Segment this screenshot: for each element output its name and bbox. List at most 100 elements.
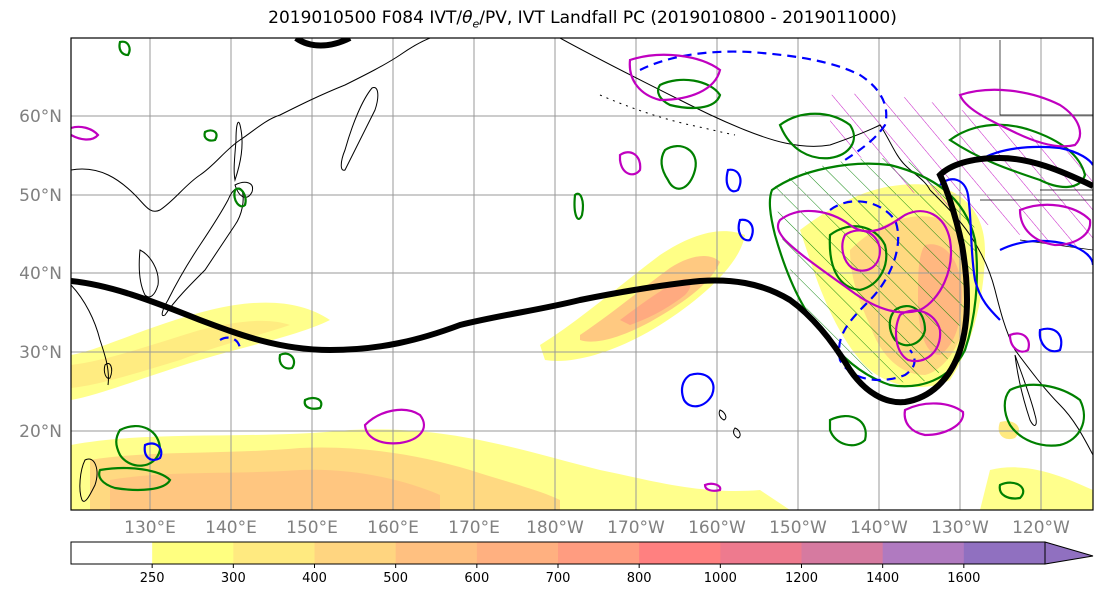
- colorbar-tick-label: 500: [383, 571, 408, 586]
- blue-solid-mid2: [737, 218, 754, 242]
- green-contour-s1: [98, 466, 172, 491]
- map-title: 2019010500 F084 IVT/θe/PV, IVT Landfall …: [268, 8, 897, 31]
- green-contour-small8: [998, 481, 1025, 500]
- latitude-labels: 60°N 50°N 40°N 30°N 20°N: [19, 107, 62, 442]
- magenta-contour-north: [628, 53, 722, 102]
- blue-solid-mid: [725, 168, 742, 193]
- colorbar-segment: [720, 542, 802, 564]
- ivt-fill-east-patch: [980, 467, 1093, 510]
- magenta-contour-se: [903, 402, 965, 437]
- blue-solid-e: [1038, 327, 1063, 353]
- lat-label-20n: 20°N: [19, 422, 62, 442]
- magenta-contour-inner: [841, 229, 882, 272]
- colorbar: 250 300 400 500 600 700 800 1000 1200 1400 1600: [70, 541, 1094, 586]
- ar-axis-black-line-top: [294, 38, 352, 49]
- colorbar-segment: [963, 542, 1046, 564]
- magenta-contour-small2: [71, 125, 100, 141]
- pv-negative-contours: [219, 50, 916, 382]
- magenta-contour-landfall: [776, 209, 953, 314]
- hatched-region-magenta: [830, 93, 1093, 250]
- colorbar-segment: [476, 542, 559, 564]
- colorbar-segment: [233, 542, 315, 564]
- colorbar-tick-label: 600: [464, 571, 489, 586]
- blue-dashed-west: [219, 336, 242, 349]
- blue-dashed-north: [639, 50, 888, 161]
- coast-hawaii: [718, 409, 741, 439]
- country-borders: [980, 40, 1093, 251]
- green-contour-small7: [828, 415, 867, 447]
- lon-label-140e: 140°E: [205, 518, 257, 538]
- coast-asia-mainland: [71, 38, 431, 212]
- coast-kamchatka: [340, 86, 379, 171]
- green-contour-mid2: [660, 144, 697, 190]
- pv-positive-contours: [143, 145, 1093, 461]
- lat-label-60n: 60°N: [19, 107, 62, 127]
- colorbar-extend-arrow: [1044, 541, 1094, 565]
- blue-solid-hawaii: [680, 372, 715, 408]
- magenta-contour-small3: [1008, 332, 1030, 353]
- green-contour-far-e: [1003, 383, 1085, 447]
- coast-north-america: [929, 189, 1093, 456]
- colorbar-segment: [558, 542, 640, 564]
- colorbar-tick-label: 1600: [947, 571, 980, 586]
- lon-label-150w: 150°W: [769, 518, 827, 538]
- ivt-fill-west-band-inner: [71, 320, 290, 388]
- green-contour-sw: [115, 425, 162, 467]
- green-contour-small1: [573, 192, 584, 221]
- map-frame: [70, 37, 1094, 511]
- colorbar-segment: [882, 542, 965, 564]
- lon-label-170w: 170°W: [607, 518, 665, 538]
- magenta-contour-south: [894, 309, 942, 363]
- lon-label-180w: 180°W: [526, 518, 584, 538]
- coast-philippines: [79, 458, 98, 502]
- green-contour-small6: [233, 187, 247, 208]
- colorbar-segment: [314, 542, 397, 564]
- green-contour-small4: [278, 352, 296, 370]
- green-contour-small3: [118, 40, 131, 57]
- pv-magenta-contours: [71, 53, 1092, 492]
- lat-label-40n: 40°N: [19, 264, 62, 284]
- magenta-contour-pacific: [363, 408, 425, 445]
- colorbar-segment: [801, 542, 884, 564]
- gridlines: [71, 38, 1093, 510]
- lon-label-160e: 160°E: [367, 518, 419, 538]
- ivt-fill-central-max: [620, 279, 691, 325]
- blue-solid-north: [979, 145, 1093, 166]
- colorbar-tick-label: 250: [140, 571, 165, 586]
- lat-label-50n: 50°N: [19, 186, 62, 206]
- ivt-fill-tropical-inner: [110, 469, 440, 510]
- lat-label-30n: 30°N: [19, 343, 62, 363]
- colorbar-tick-label: 1000: [704, 571, 737, 586]
- colorbar-tick-label: 1400: [866, 571, 899, 586]
- blue-solid-landfall-arc: [939, 178, 1001, 321]
- colorbar-ticks: 250 300 400 500 600 700 800 1000 1200 1400 1600: [140, 564, 980, 586]
- coast-hokkaido: [234, 181, 254, 198]
- lon-label-160w: 160°W: [688, 518, 746, 538]
- magenta-contour-small4: [703, 482, 722, 492]
- magenta-contour-ne: [958, 88, 1082, 148]
- blue-dashed-landfall: [829, 200, 916, 382]
- ivt-fill-east-small: [998, 421, 1020, 440]
- colorbar-segment: [71, 542, 153, 564]
- coast-korea: [138, 249, 159, 298]
- lon-label-150e: 150°E: [286, 518, 338, 538]
- lon-label-120w: 120°W: [1012, 518, 1070, 538]
- blue-solid-sw: [143, 442, 163, 461]
- colorbar-segment: [152, 542, 234, 564]
- green-contour-inner2: [888, 305, 927, 347]
- colorbar-tick-label: 400: [302, 571, 327, 586]
- longitude-labels: 130°E 140°E 150°E 160°E 170°E 180°W 170°…: [124, 518, 1070, 538]
- lon-label-140w: 140°W: [850, 518, 908, 538]
- green-contour-small5: [203, 129, 218, 142]
- lon-label-170e: 170°E: [448, 518, 500, 538]
- coast-alaska: [559, 38, 931, 191]
- colorbar-tick-label: 1200: [785, 571, 818, 586]
- green-contour-inner: [828, 225, 888, 292]
- green-contour-small2: [303, 396, 323, 410]
- ar-axis-black-line: [71, 154, 1093, 406]
- coast-taiwan: [103, 363, 113, 379]
- green-contour-mid: [656, 78, 722, 110]
- coast-sakhalin: [233, 121, 243, 182]
- colorbar-tick-label: 700: [546, 571, 571, 586]
